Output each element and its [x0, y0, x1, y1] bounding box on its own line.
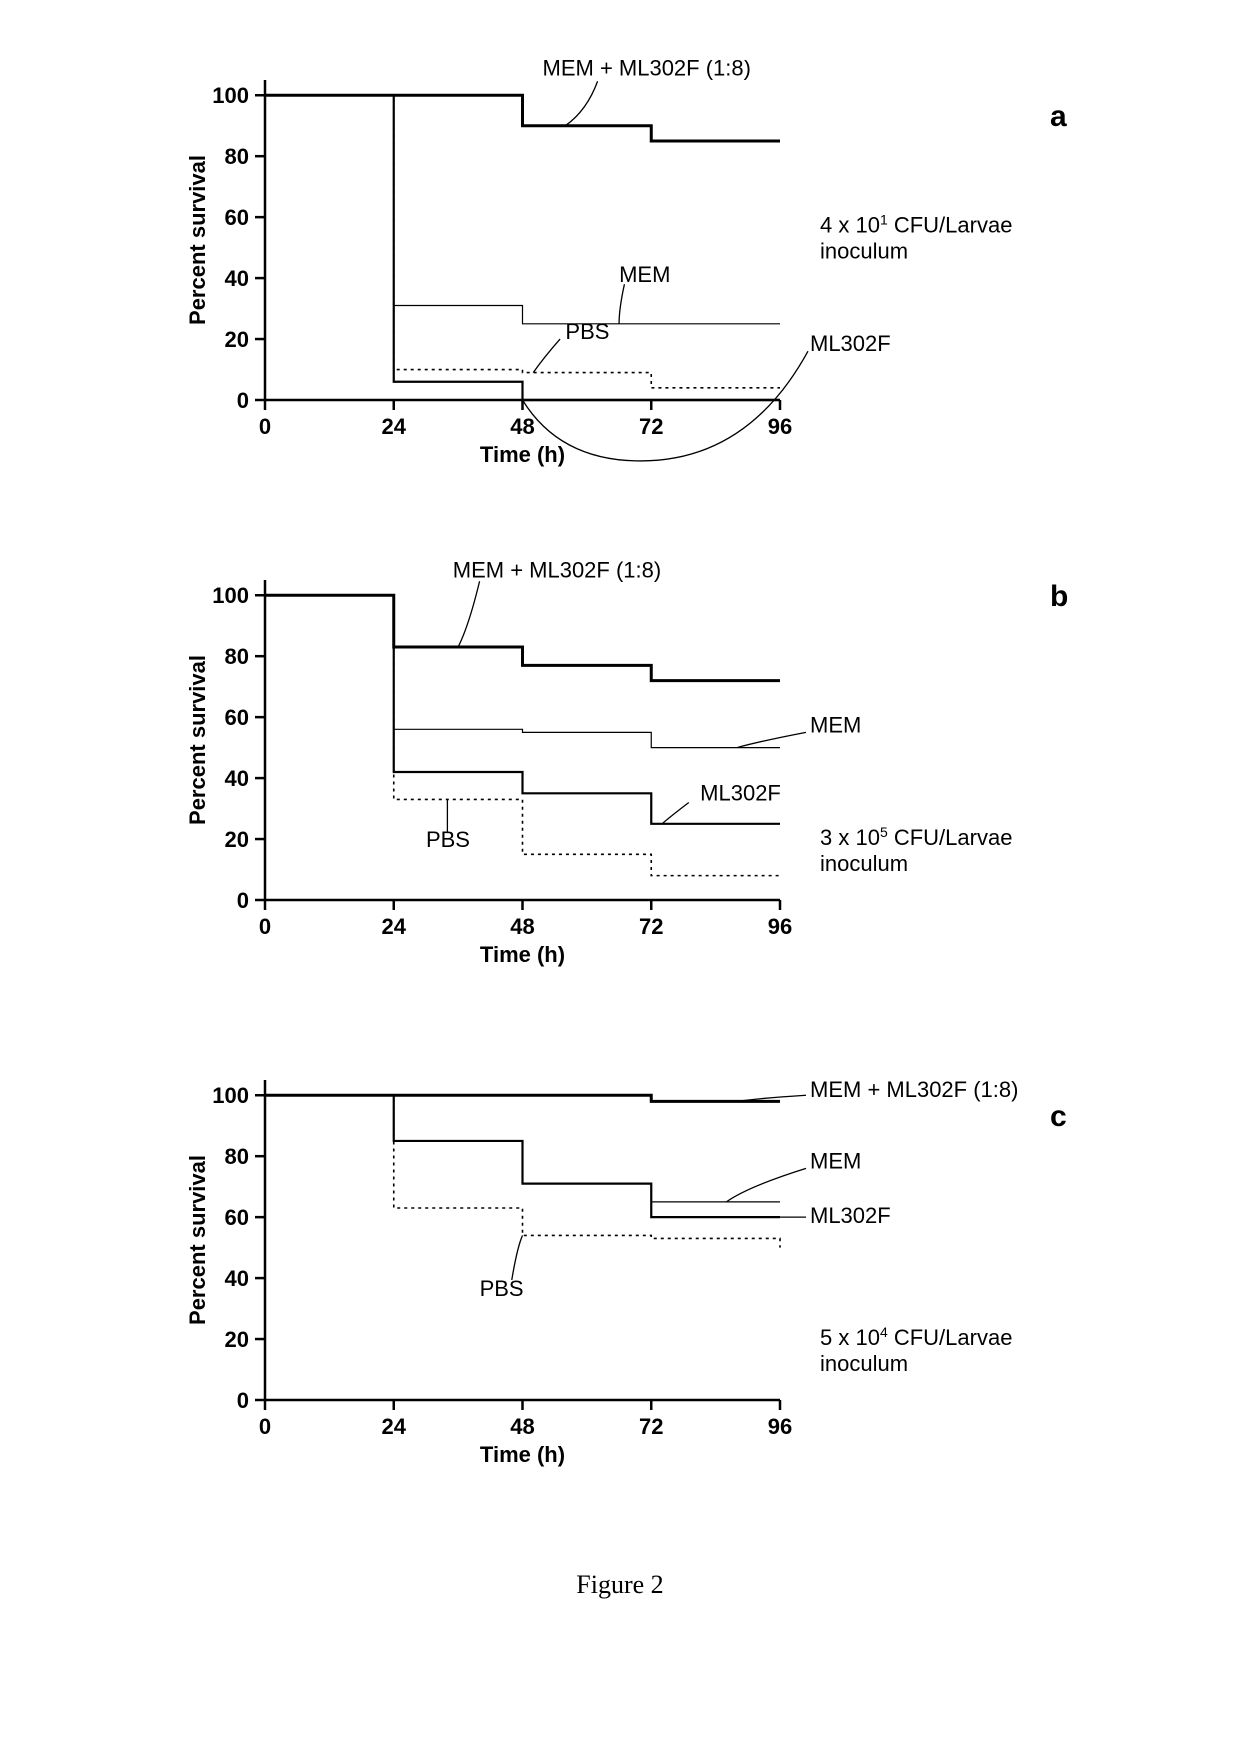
chart-c: 0 20 40 60 80 100 0 24 48 72 96 Time (h) Percent sur… — [170, 1060, 1070, 1490]
svg-text:PBS: PBS — [480, 1276, 524, 1301]
chart-a: 0 20 40 60 80 100 0 24 48 72 96 Time (h) Percent sur… — [170, 60, 1070, 490]
svg-text:0: 0 — [259, 914, 271, 939]
svg-text:MEM + ML302F (1:8): MEM + ML302F (1:8) — [453, 560, 661, 582]
panel-label-a: a — [1050, 100, 1067, 134]
svg-text:0: 0 — [259, 1414, 271, 1439]
svg-text:0: 0 — [237, 388, 249, 413]
svg-text:60: 60 — [225, 205, 249, 230]
svg-text:Percent survival: Percent survival — [185, 155, 210, 325]
svg-text:MEM: MEM — [810, 1148, 861, 1173]
svg-text:60: 60 — [225, 705, 249, 730]
panel-label-b: b — [1050, 580, 1068, 614]
svg-text:PBS: PBS — [565, 319, 609, 344]
svg-text:ML302F: ML302F — [810, 331, 891, 356]
svg-text:72: 72 — [639, 914, 663, 939]
svg-text:0: 0 — [259, 414, 271, 439]
svg-text:0: 0 — [237, 888, 249, 913]
svg-text:40: 40 — [225, 266, 249, 291]
svg-text:MEM: MEM — [619, 262, 670, 287]
svg-text:100: 100 — [212, 83, 249, 108]
svg-text:MEM + ML302F (1:8): MEM + ML302F (1:8) — [810, 1077, 1018, 1102]
svg-text:80: 80 — [225, 144, 249, 169]
svg-text:MEM: MEM — [810, 712, 861, 737]
svg-text:40: 40 — [225, 1266, 249, 1291]
svg-text:ML302F: ML302F — [810, 1203, 891, 1228]
svg-text:72: 72 — [639, 414, 663, 439]
svg-text:48: 48 — [510, 914, 534, 939]
svg-text:inoculum: inoculum — [820, 1351, 908, 1376]
svg-text:60: 60 — [225, 1205, 249, 1230]
svg-text:ML302F: ML302F — [700, 780, 781, 805]
svg-text:72: 72 — [639, 1414, 663, 1439]
svg-text:Time (h): Time (h) — [480, 442, 565, 467]
svg-text:40: 40 — [225, 766, 249, 791]
svg-text:96: 96 — [768, 414, 792, 439]
svg-text:96: 96 — [768, 1414, 792, 1439]
svg-text:20: 20 — [225, 327, 249, 352]
svg-text:inoculum: inoculum — [820, 851, 908, 876]
panel-c: 0 20 40 60 80 100 0 24 48 72 96 Time (h) Percent sur… — [170, 1060, 1070, 1490]
svg-text:48: 48 — [510, 414, 534, 439]
panel-a: 0 20 40 60 80 100 0 24 48 72 96 Time (h) Percent sur… — [170, 60, 1070, 490]
svg-text:Percent survival: Percent survival — [185, 1155, 210, 1325]
svg-text:24: 24 — [382, 914, 407, 939]
svg-text:24: 24 — [382, 414, 407, 439]
svg-text:4 x 101 CFU/Larvae: 4 x 101 CFU/Larvae — [820, 211, 1012, 237]
svg-text:3 x 105 CFU/Larvae: 3 x 105 CFU/Larvae — [820, 824, 1012, 850]
svg-text:20: 20 — [225, 827, 249, 852]
svg-text:MEM + ML302F (1:8): MEM + ML302F (1:8) — [543, 60, 751, 80]
figure-caption: Figure 2 — [0, 1570, 1240, 1600]
svg-text:96: 96 — [768, 914, 792, 939]
panel-label-c: c — [1050, 1100, 1067, 1134]
svg-text:Percent survival: Percent survival — [185, 655, 210, 825]
svg-text:100: 100 — [212, 583, 249, 608]
svg-text:24: 24 — [382, 1414, 407, 1439]
svg-text:5 x 104 CFU/Larvae: 5 x 104 CFU/Larvae — [820, 1324, 1012, 1350]
svg-text:48: 48 — [510, 1414, 534, 1439]
svg-text:80: 80 — [225, 1144, 249, 1169]
svg-text:Time (h): Time (h) — [480, 1442, 565, 1467]
svg-text:inoculum: inoculum — [820, 238, 908, 263]
svg-text:0: 0 — [237, 1388, 249, 1413]
svg-text:Time (h): Time (h) — [480, 942, 565, 967]
svg-text:100: 100 — [212, 1083, 249, 1108]
svg-text:80: 80 — [225, 644, 249, 669]
chart-b: 0 20 40 60 80 100 0 24 48 72 96 Time (h) Percent sur… — [170, 560, 1070, 990]
svg-text:20: 20 — [225, 1327, 249, 1352]
panel-b: 0 20 40 60 80 100 0 24 48 72 96 Time (h) Percent sur… — [170, 560, 1070, 990]
